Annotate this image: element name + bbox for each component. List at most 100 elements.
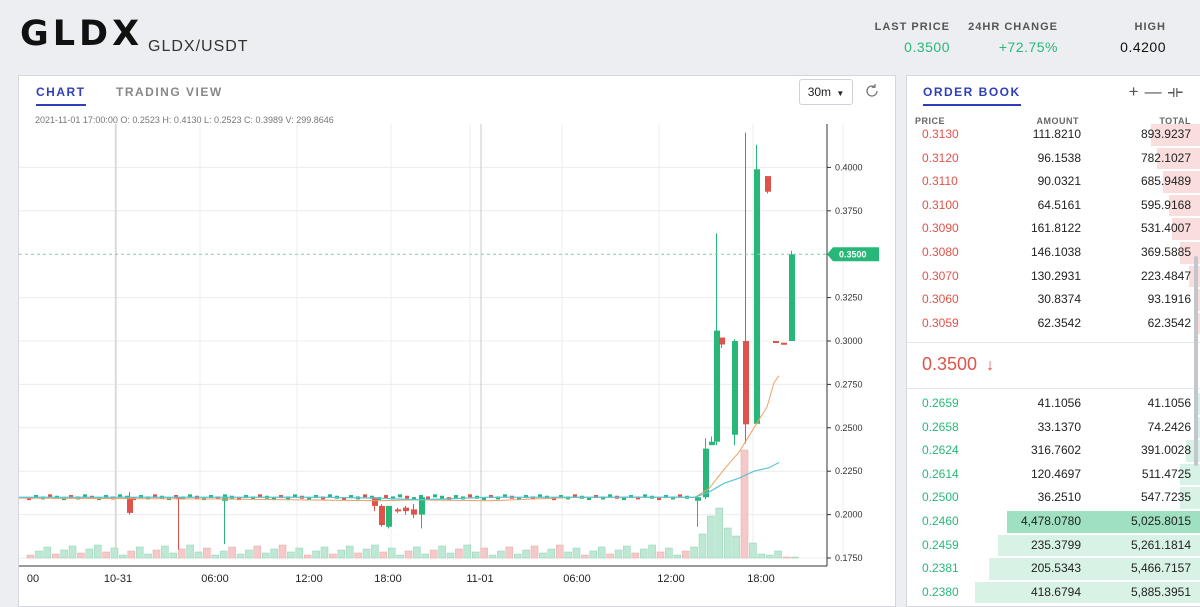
volume-bar	[513, 553, 522, 559]
volume-bar	[287, 551, 295, 559]
bid-row[interactable]: 0.2658 33.1370 74.2426	[907, 416, 1200, 440]
column-amount: AMOUNT	[1036, 116, 1079, 126]
candle	[671, 496, 675, 500]
candle	[83, 494, 87, 498]
depth-bar	[989, 558, 1200, 580]
volume-bar	[144, 553, 152, 559]
candle	[743, 341, 749, 425]
volume-bar	[85, 548, 94, 559]
depth-bar	[998, 534, 1200, 557]
candle	[412, 497, 416, 501]
candle	[657, 497, 661, 501]
volume-bar	[362, 548, 371, 559]
candle	[419, 495, 423, 499]
ohlc-readout: 2021-11-01 17:00:00 O: 0.2523 H: 0.4130 …	[35, 115, 334, 125]
volume-bar	[413, 546, 421, 559]
volume-bar	[354, 552, 362, 559]
interval-select[interactable]: 30m ▼	[799, 79, 853, 105]
order-book-title: ORDER BOOK	[923, 85, 1021, 106]
minus-icon[interactable]: —	[1144, 82, 1168, 101]
ask-row[interactable]: 0.3100 64.5161 595.9168	[907, 194, 1200, 218]
interval-value: 30m	[807, 85, 832, 99]
x-tick-label: 12:00	[657, 573, 685, 585]
candle	[251, 496, 255, 500]
ask-row[interactable]: 0.3130 111.8210 893.9237	[907, 123, 1200, 147]
moving-average-fast	[19, 375, 780, 502]
moving-average-slow	[19, 461, 780, 501]
volume-bar	[463, 544, 472, 559]
candle	[714, 330, 720, 442]
volume-bar	[698, 533, 707, 559]
volume-bar	[102, 551, 110, 559]
candle	[258, 494, 262, 498]
candle	[398, 494, 402, 498]
volume-bar	[404, 550, 413, 559]
row-amount: 146.1038	[1030, 244, 1081, 259]
volume-bar	[589, 550, 598, 559]
app-logo: GLDX	[20, 14, 144, 54]
ask-row[interactable]: 0.3080 146.1038 369.5885	[907, 241, 1200, 265]
row-total: 62.3542	[1147, 315, 1191, 330]
ask-row[interactable]: 0.3059 62.3542 62.3542	[907, 312, 1200, 336]
candlestick-chart[interactable]: 0.4000 0.3750 0.3250 0.3000 0.2750 0.2500 0.22…	[19, 122, 895, 606]
candle	[773, 341, 779, 343]
ask-row[interactable]: 0.3070 130.2931 223.4847	[907, 265, 1200, 289]
volume-bar	[732, 535, 740, 559]
ask-row[interactable]: 0.3090 161.8122 531.4007	[907, 217, 1200, 241]
order-book-panel: ORDER BOOK +—⟛ PRICE AMOUNT TOTAL 0.3130…	[906, 75, 1200, 607]
split-icon[interactable]: ⟛	[1167, 82, 1189, 101]
row-amount: 36.2510	[1037, 490, 1081, 505]
tab-trading-view[interactable]: TRADING VIEW	[116, 85, 223, 99]
volume-bar	[564, 551, 572, 559]
arrow-down-icon: ↓	[986, 357, 995, 374]
refresh-icon[interactable]	[863, 82, 881, 100]
x-tick-label: 11-01	[466, 573, 493, 585]
ask-rows: 0.3130 111.8210 893.9237 0.3120 96.1538 782.1…	[907, 123, 1200, 335]
depth-bar	[1180, 487, 1200, 509]
scrollbar[interactable]	[1194, 256, 1198, 466]
candle	[703, 448, 709, 498]
depth-bar	[1162, 171, 1200, 193]
candle	[104, 495, 108, 499]
candle	[321, 496, 325, 500]
depth-bar	[1198, 393, 1200, 415]
candle	[384, 495, 388, 499]
row-price: 0.3120	[922, 150, 959, 165]
row-amount: 41.1056	[1037, 396, 1081, 410]
tab-chart[interactable]: CHART	[36, 85, 86, 106]
stat-value: 0.4200	[1120, 39, 1166, 55]
x-tick-label: 10-31	[104, 573, 132, 585]
candle	[379, 505, 385, 526]
volume-bar	[715, 507, 724, 559]
bid-row[interactable]: 0.2614 120.4697 511.4725	[907, 463, 1200, 487]
row-total: 5,261.1814	[1130, 537, 1191, 552]
candle	[293, 494, 297, 498]
candle	[174, 495, 178, 499]
volume-bar	[186, 544, 194, 559]
bid-row[interactable]: 0.2624 316.7602 391.0028	[907, 439, 1200, 463]
candle	[363, 494, 367, 498]
candle	[496, 496, 500, 500]
volume-bar	[774, 550, 782, 559]
bid-row[interactable]: 0.2460 4,478.0780 5,025.8015	[907, 510, 1200, 534]
volume-bar	[740, 449, 749, 559]
row-amount: 235.3799	[1030, 537, 1081, 552]
row-price: 0.3110	[922, 174, 958, 189]
ask-row[interactable]: 0.3110 90.0321 685.9489	[907, 170, 1200, 194]
plus-icon[interactable]: +	[1128, 82, 1145, 101]
row-price: 0.3080	[922, 244, 959, 259]
bid-row[interactable]: 0.2381 205.5343 5,466.7157	[907, 557, 1200, 581]
row-total: 5,885.3951	[1130, 584, 1191, 599]
ask-row[interactable]: 0.3060 30.8374 93.1916	[907, 288, 1200, 312]
ask-row[interactable]: 0.3120 96.1538 782.1027	[907, 147, 1200, 171]
candle	[395, 509, 401, 512]
volume-bar	[345, 545, 354, 559]
bid-row[interactable]: 0.2659 41.1056 41.1056	[907, 392, 1200, 416]
bid-row[interactable]: 0.2380 418.6794 5,885.3951	[907, 581, 1200, 605]
bid-row[interactable]: 0.2459 235.3799 5,261.1814	[907, 534, 1200, 558]
candle	[216, 496, 220, 500]
stat-label: LAST PRICE	[874, 21, 950, 33]
volume-bar	[707, 515, 715, 559]
bid-row[interactable]: 0.2500 36.2510 547.7235	[907, 486, 1200, 510]
volume-bar	[371, 544, 379, 559]
